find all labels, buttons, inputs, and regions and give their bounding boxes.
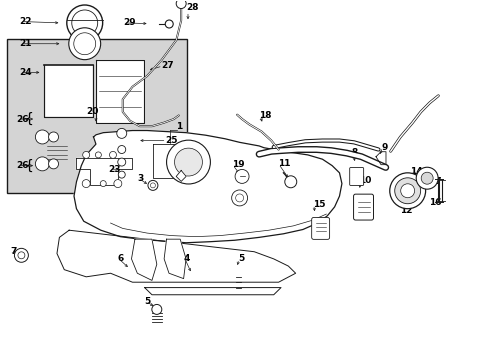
Text: 10: 10 — [359, 176, 371, 185]
Circle shape — [118, 171, 125, 178]
Circle shape — [415, 167, 437, 189]
Text: 2: 2 — [180, 168, 186, 177]
Text: 23: 23 — [108, 165, 121, 174]
Circle shape — [82, 152, 89, 158]
Text: 13: 13 — [388, 192, 400, 201]
Circle shape — [284, 176, 296, 188]
Circle shape — [67, 5, 102, 41]
Text: 20: 20 — [86, 107, 99, 116]
Circle shape — [109, 152, 116, 158]
Circle shape — [117, 129, 126, 138]
FancyBboxPatch shape — [311, 217, 329, 239]
Circle shape — [231, 190, 247, 206]
Text: 16: 16 — [428, 198, 440, 207]
Text: 9: 9 — [381, 143, 387, 152]
Text: 26: 26 — [17, 114, 29, 123]
Polygon shape — [131, 239, 157, 280]
Polygon shape — [96, 60, 143, 123]
Text: 26: 26 — [17, 161, 29, 170]
Text: 15: 15 — [312, 200, 325, 209]
Text: {: { — [24, 159, 33, 173]
Text: 24: 24 — [20, 68, 32, 77]
Polygon shape — [144, 288, 281, 295]
Circle shape — [100, 181, 106, 186]
Circle shape — [400, 184, 414, 198]
Text: 1: 1 — [176, 122, 182, 131]
Circle shape — [389, 173, 425, 209]
Text: 3: 3 — [137, 174, 143, 183]
Text: 29: 29 — [123, 18, 136, 27]
Polygon shape — [176, 170, 186, 181]
Text: 25: 25 — [165, 136, 178, 145]
Circle shape — [152, 305, 162, 314]
Circle shape — [166, 140, 210, 184]
Circle shape — [118, 145, 125, 153]
Text: {: { — [24, 112, 33, 126]
Polygon shape — [164, 239, 185, 279]
Polygon shape — [74, 131, 341, 243]
Polygon shape — [44, 65, 92, 117]
Circle shape — [15, 248, 28, 262]
Text: 21: 21 — [20, 39, 32, 48]
Circle shape — [165, 20, 173, 28]
FancyBboxPatch shape — [349, 167, 363, 185]
Text: 11: 11 — [277, 159, 289, 168]
Circle shape — [235, 194, 243, 202]
Circle shape — [48, 132, 59, 142]
Text: 6: 6 — [118, 255, 124, 264]
Circle shape — [150, 183, 155, 188]
Text: 4: 4 — [183, 254, 190, 263]
Circle shape — [174, 148, 202, 176]
Circle shape — [114, 180, 122, 188]
Circle shape — [69, 28, 101, 60]
Text: 18: 18 — [259, 111, 271, 120]
Circle shape — [48, 159, 59, 169]
Text: 22: 22 — [20, 17, 32, 26]
Circle shape — [420, 172, 432, 184]
Circle shape — [74, 33, 96, 55]
Polygon shape — [57, 230, 295, 282]
Text: 7: 7 — [11, 247, 17, 256]
Text: 12: 12 — [400, 206, 412, 215]
Text: 27: 27 — [162, 62, 174, 71]
Text: 17: 17 — [428, 177, 440, 186]
Circle shape — [394, 178, 420, 204]
Circle shape — [35, 157, 49, 171]
Text: 5: 5 — [144, 297, 151, 306]
Polygon shape — [153, 144, 194, 178]
Circle shape — [18, 252, 25, 259]
Text: 28: 28 — [185, 3, 198, 12]
Circle shape — [235, 170, 248, 183]
Circle shape — [148, 180, 158, 190]
Circle shape — [176, 0, 186, 9]
Text: 8: 8 — [351, 148, 357, 157]
Text: 19: 19 — [231, 161, 244, 170]
Circle shape — [82, 180, 90, 188]
Text: 14: 14 — [409, 167, 422, 176]
Polygon shape — [76, 158, 132, 185]
Circle shape — [72, 10, 98, 36]
Circle shape — [35, 130, 49, 144]
Bar — [7, 40, 186, 193]
Circle shape — [95, 152, 101, 158]
Text: 5: 5 — [238, 255, 244, 264]
Circle shape — [118, 158, 125, 166]
FancyBboxPatch shape — [353, 194, 373, 220]
